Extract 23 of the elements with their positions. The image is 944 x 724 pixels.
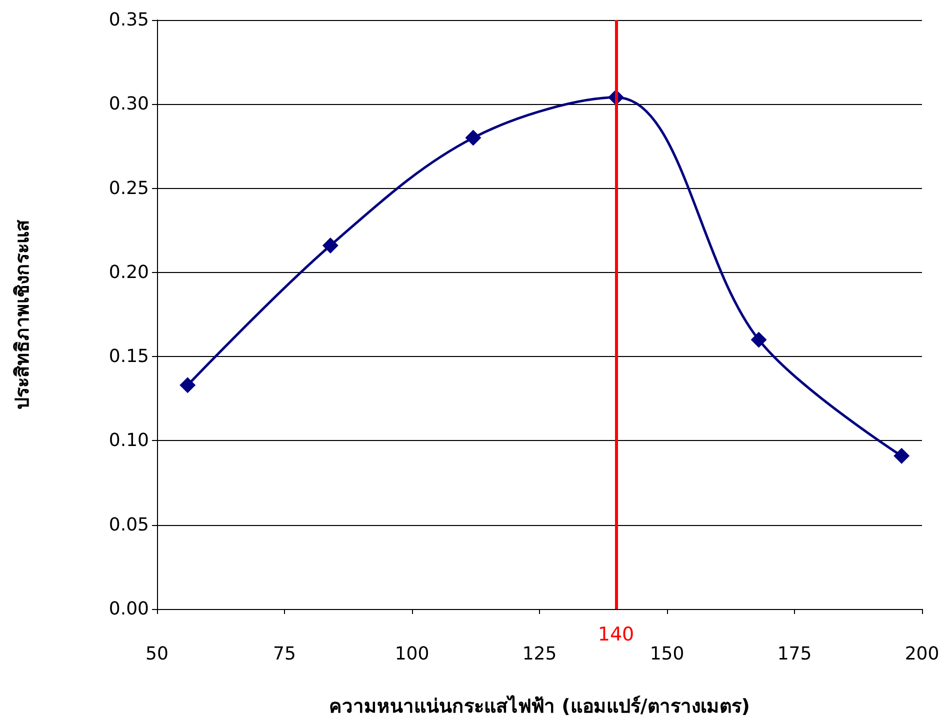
x-tick-label: 175 — [777, 644, 812, 664]
y-tick-label: 0.20 — [108, 262, 149, 283]
y-tick-label: 0.05 — [108, 514, 149, 536]
ref-line-label: 140 — [598, 624, 634, 646]
y-tick-label: 0.15 — [108, 346, 149, 368]
y-axis-title: ประสิทธิภาพเชิงกระแส — [12, 220, 34, 410]
point — [465, 130, 482, 146]
x-tick-label: 100 — [394, 644, 430, 664]
point — [322, 238, 338, 254]
x-axis-title: ความหนาแน่นกระแสไฟฟ้า (แอมแปร์/ตารางเมตร) — [329, 694, 750, 718]
y-tick-label: 0.00 — [108, 598, 149, 620]
point — [894, 448, 910, 464]
point — [750, 332, 767, 348]
x-tick-label: 150 — [650, 644, 684, 664]
point — [180, 377, 196, 394]
x-tick-label: 200 — [904, 644, 940, 664]
x-tick-label: 50 — [146, 644, 168, 664]
y-tick-label: 0.25 — [108, 178, 149, 199]
x-tick-label: 125 — [522, 644, 557, 664]
y-tick-label: 0.10 — [108, 430, 149, 452]
x-tick-label: 75 — [273, 644, 296, 664]
y-tick-label: 0.30 — [108, 94, 149, 115]
y-tick-label: 0.35 — [108, 10, 149, 30]
